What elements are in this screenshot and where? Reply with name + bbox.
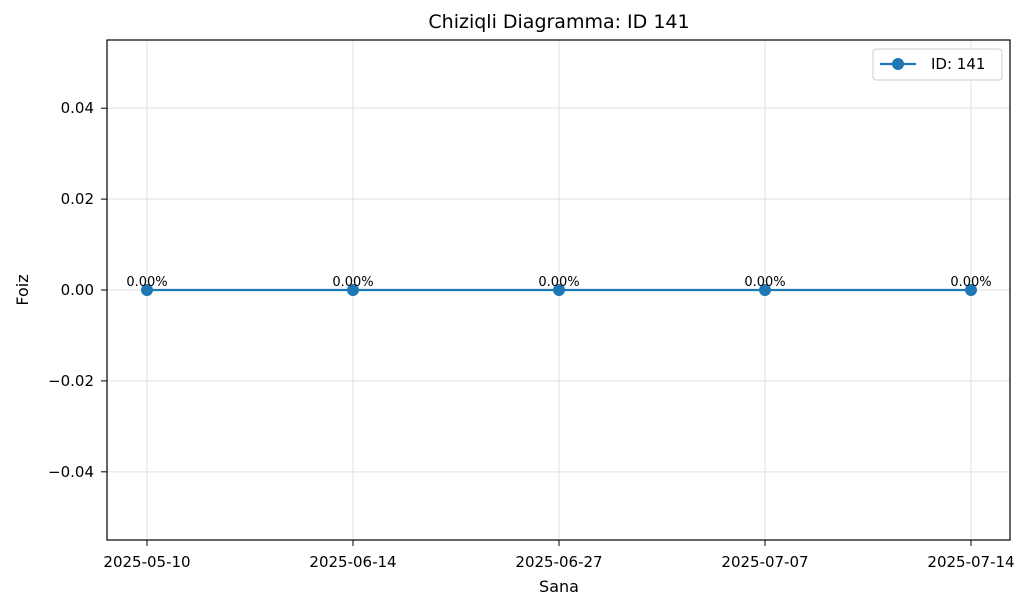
y-axis-label: Foiz — [13, 274, 32, 305]
y-tick-label: 0.02 — [61, 190, 94, 208]
y-tick-label: −0.04 — [48, 463, 94, 481]
data-label: 0.00% — [538, 275, 579, 290]
legend-box — [872, 48, 1003, 81]
series-group: 0.00% 0.00% 0.00% 0.00% 0.00% — [126, 275, 992, 296]
chart-title: Chiziqli Diagramma: ID 141 — [428, 11, 689, 33]
legend-marker — [892, 58, 904, 70]
y-tick-label: 0.04 — [61, 99, 94, 117]
data-label: 0.00% — [332, 275, 373, 290]
y-tick-label: −0.02 — [48, 372, 94, 390]
data-point — [553, 284, 565, 296]
x-tick-label: 2025-06-14 — [309, 553, 396, 571]
legend-entry: ID: 141 — [931, 55, 985, 73]
data-label: 0.00% — [950, 275, 991, 290]
data-point — [141, 284, 153, 296]
x-axis-label: Sana — [539, 577, 579, 596]
x-tick-label: 2025-05-10 — [103, 553, 190, 571]
x-tick-label: 2025-07-07 — [721, 553, 808, 571]
legend: ID: 141 — [872, 48, 1003, 81]
axis-ticks: 2025-05-10 2025-06-14 2025-06-27 2025-07-07… — [48, 99, 1015, 571]
y-tick-label: 0.00 — [61, 281, 94, 299]
data-point — [965, 284, 977, 296]
x-tick-label: 2025-07-14 — [927, 553, 1014, 571]
data-point — [759, 284, 771, 296]
x-tick-label: 2025-06-27 — [515, 553, 602, 571]
data-label: 0.00% — [126, 275, 167, 290]
data-point — [347, 284, 359, 296]
data-label: 0.00% — [744, 275, 785, 290]
